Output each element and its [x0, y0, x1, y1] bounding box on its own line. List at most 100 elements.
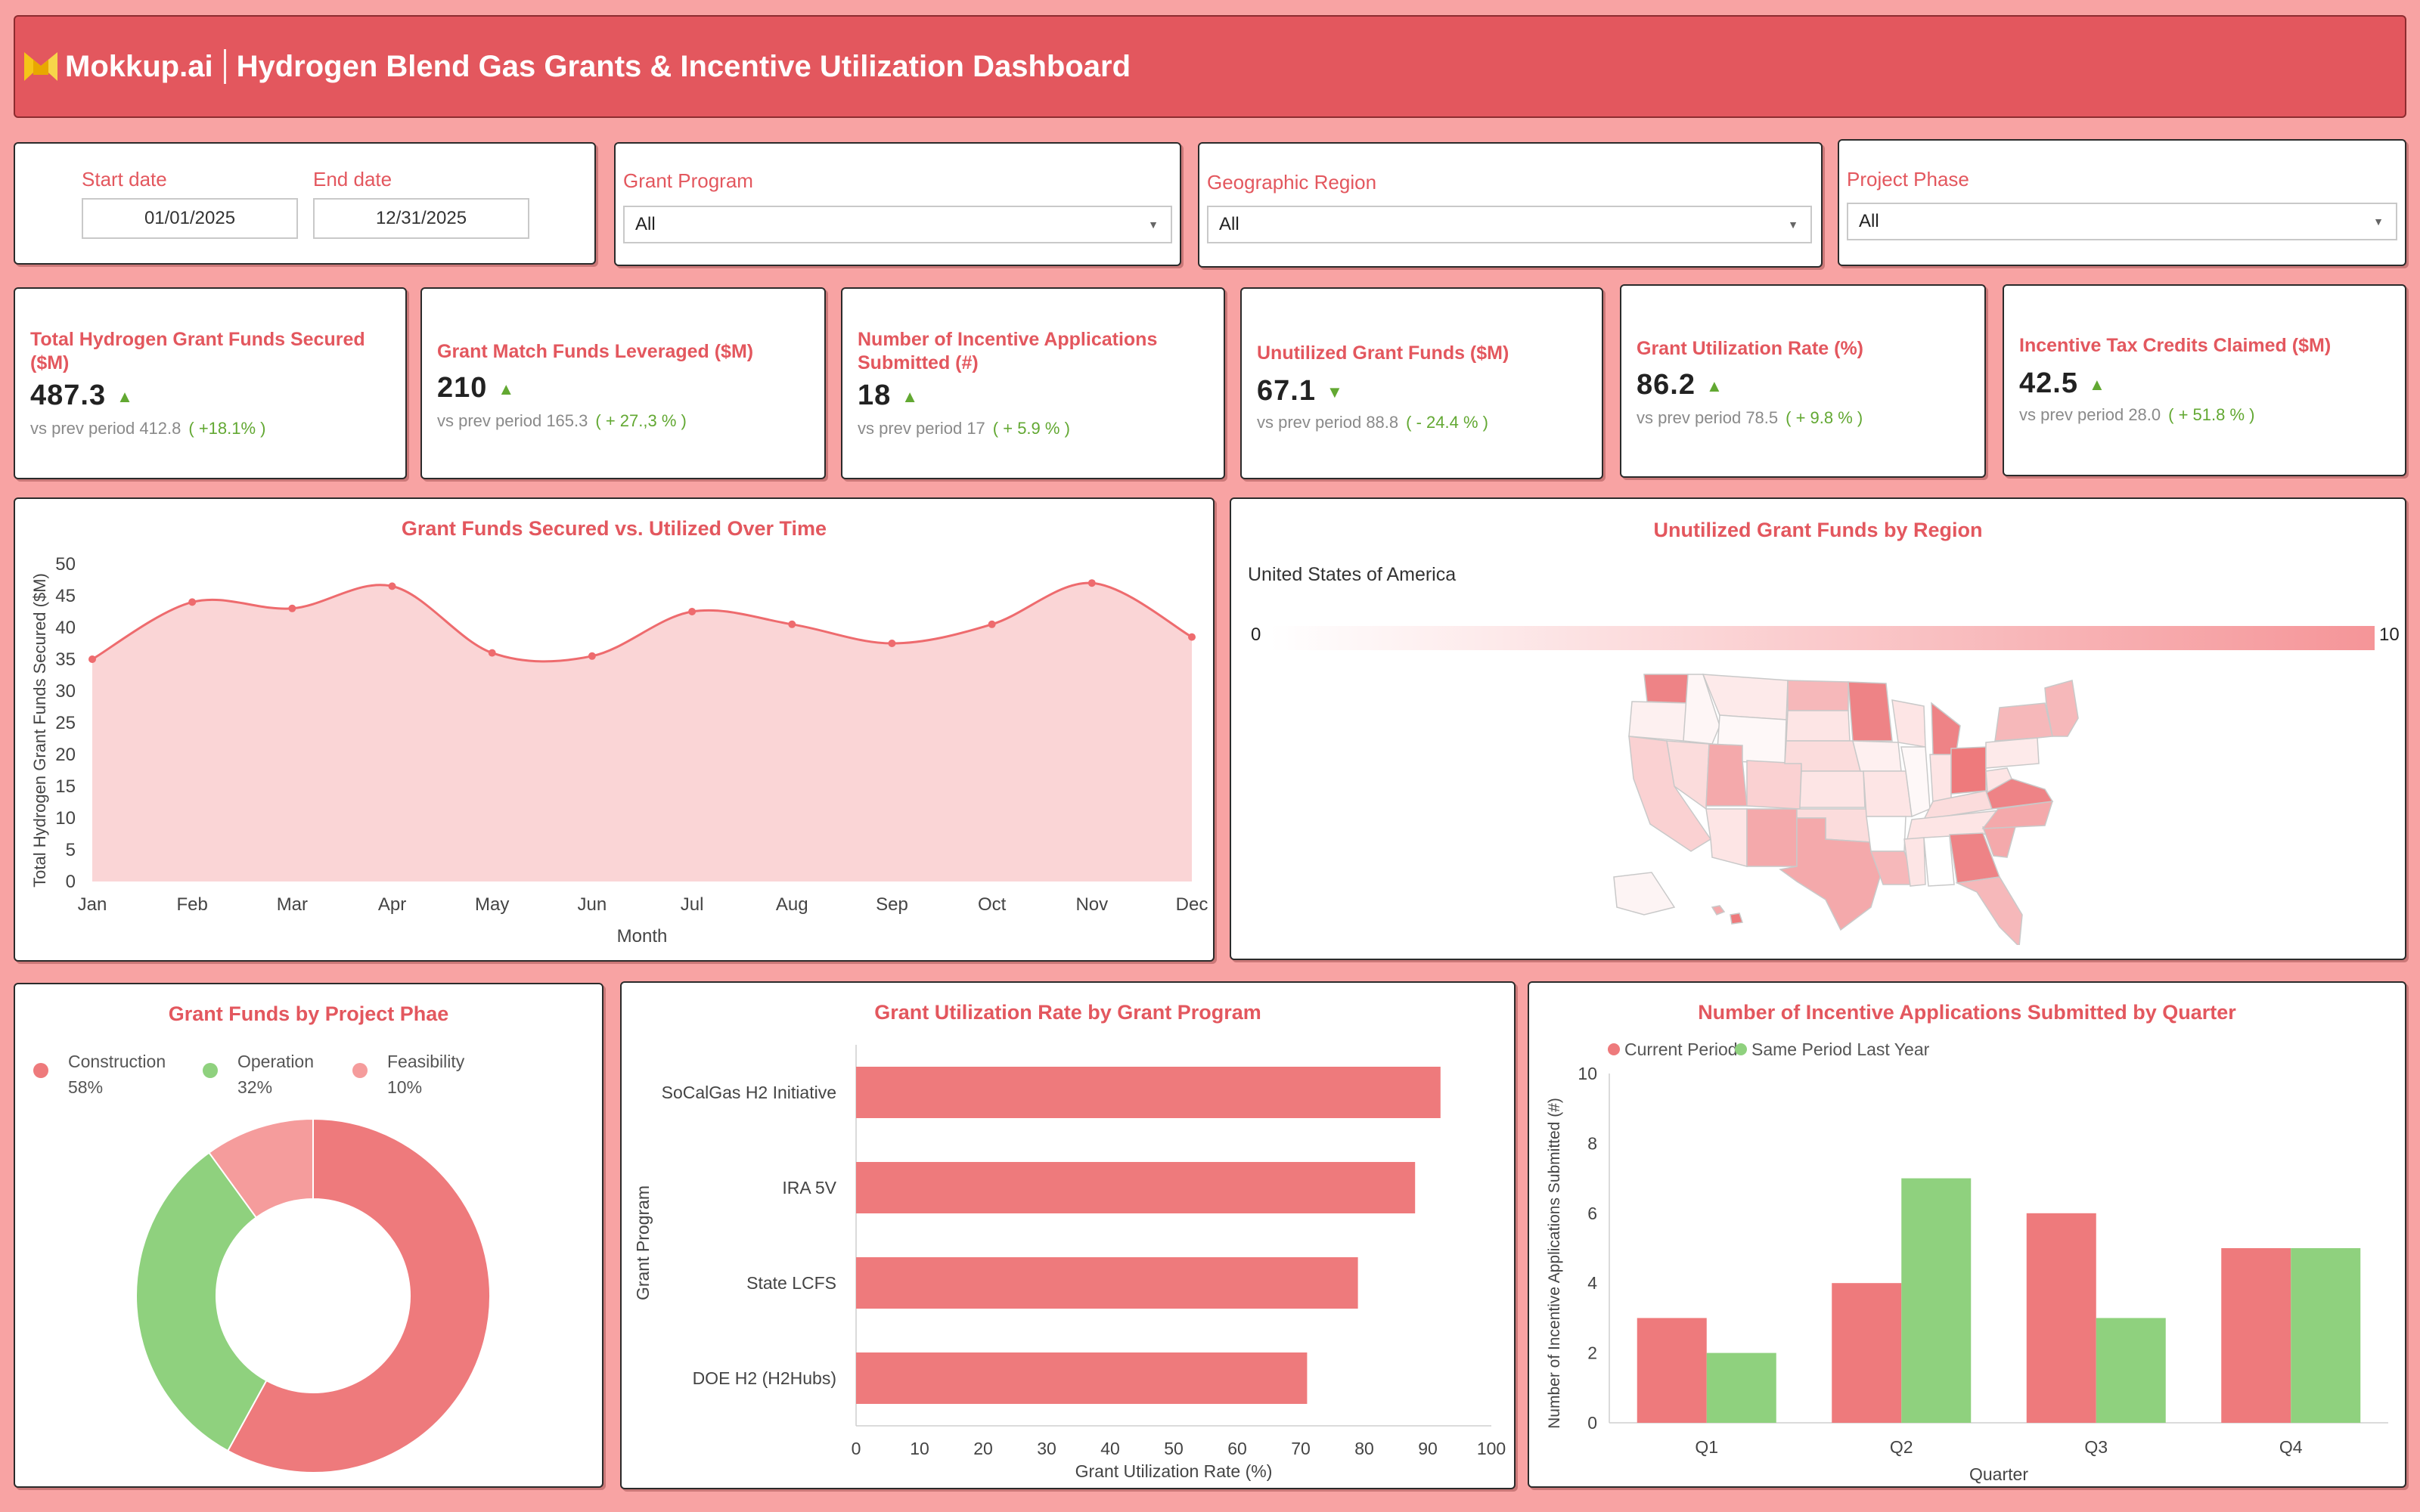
utilization-by-program-chart-card: Grant Utilization Rate by Grant Program … [620, 981, 1516, 1489]
legend-value: 32% [237, 1077, 272, 1097]
kpi-comparison: vs prev period 28.0( + 51.8 % ) [2019, 405, 2255, 424]
kpi-title: Grant Utilization Rate (%) [1637, 338, 1864, 359]
legend-label: Construction [68, 1052, 166, 1071]
region-minnesota [1848, 681, 1893, 742]
x-axis-label: Month [617, 926, 668, 947]
region-south-dakota [1786, 710, 1851, 742]
project-phase-chart-card: Grant Funds by Project Phae Construction… [14, 983, 603, 1488]
kpi-title: Incentive Tax Credits Claimed ($M) [2019, 335, 2332, 356]
chart-title: Number of Incentive Applications Submitt… [1698, 1001, 2236, 1024]
donut-slice [226, 1117, 491, 1473]
legend-swatch [1735, 1043, 1747, 1055]
start-date-input[interactable]: 01/01/2025 [82, 198, 298, 239]
region-ohio [1950, 746, 1987, 795]
data-point [388, 582, 396, 590]
legend-swatch [1608, 1043, 1620, 1055]
y-tick-label: 5 [66, 840, 76, 860]
x-tick-label: Dec [1176, 894, 1208, 915]
kpi-value: 86.2 ▲ [1637, 369, 1723, 401]
kpi-value: 210 ▲ [437, 372, 516, 404]
bar [856, 1352, 1308, 1404]
kpi-comparison: vs prev period 412.8( +18.1% ) [30, 419, 266, 438]
kpi-card-utilization-rate: Grant Utilization Rate (%) 86.2 ▲ vs prev… [1620, 284, 1986, 478]
data-point [1188, 633, 1196, 641]
bar [856, 1162, 1416, 1213]
region-alabama [1923, 835, 1955, 887]
bar [2221, 1248, 2291, 1423]
region-north-dakota [1787, 680, 1849, 711]
x-tick-label: Jan [78, 894, 107, 915]
grant-program-filter-card: Grant Program All ▼ [614, 142, 1181, 266]
data-point [88, 655, 96, 663]
map-scale-min: 0 [1251, 624, 1261, 645]
region-new-york [1994, 702, 2053, 742]
bar [856, 1257, 1358, 1309]
x-tick-label: Jul [681, 894, 704, 915]
kpi-title: Number of Incentive Applications Submitt… [858, 329, 1158, 373]
region-pennsylvania [1985, 737, 2040, 769]
logo-text: Mokkup.ai [65, 49, 213, 83]
y-tick-label: 15 [55, 776, 76, 797]
region-kansas [1799, 770, 1866, 808]
kpi-card-grant-funds-secured: Total Hydrogen Grant Funds Secured ($M) … [14, 287, 407, 479]
y-tick-label: 4 [1587, 1273, 1597, 1293]
x-tick-label: Aug [776, 894, 808, 915]
kpi-card-tax-credits: Incentive Tax Credits Claimed ($M) 42.5 ▲… [2003, 284, 2406, 476]
trend-up-icon: ▲ [116, 386, 134, 406]
y-tick-label: 30 [55, 681, 76, 702]
mokkup-logo-icon [24, 52, 57, 81]
x-tick-label: 90 [1418, 1439, 1438, 1458]
chart-title: Grant Funds by Project Phae [168, 1002, 449, 1025]
x-tick-label: 0 [852, 1439, 861, 1458]
y-tick-label: 2 [1587, 1343, 1597, 1363]
chevron-down-icon: ▼ [2373, 215, 2384, 228]
region-mississippi [1903, 837, 1926, 887]
data-point [588, 652, 596, 660]
y-tick-label: 10 [55, 808, 76, 829]
kpi-card-match-funds: Grant Match Funds Leveraged ($M) 210 ▲ vs… [420, 287, 826, 479]
x-tick-label: Apr [378, 894, 406, 915]
area-chart: 0 5 10 15 20 25 30 35 40 45 50 Jan Feb Mar Apr May Jun Ju… [30, 554, 1208, 947]
legend-label: Same Period Last Year [1751, 1040, 1930, 1059]
y-tick-label: 40 [55, 618, 76, 638]
kpi-card-unutilized-funds: Unutilized Grant Funds ($M) 67.1 ▼ vs pre… [1240, 287, 1603, 479]
phase-select[interactable]: All ▼ [1847, 203, 2397, 240]
y-tick-label: 45 [55, 586, 76, 606]
legend-swatch [352, 1063, 368, 1078]
x-tick-label: Oct [978, 894, 1007, 915]
region-select[interactable]: All ▼ [1207, 206, 1812, 243]
y-tick-label: 10 [1578, 1064, 1597, 1083]
region-florida [1955, 876, 2023, 945]
chart-title: Grant Funds Secured vs. Utilized Over Ti… [401, 517, 827, 540]
map-country-label: United States of America [1248, 564, 1457, 585]
grant-program-value: All [635, 214, 656, 234]
chart-title: Grant Utilization Rate by Grant Program [874, 1001, 1261, 1024]
x-tick-label: Q2 [1890, 1437, 1913, 1457]
map-title: Unutilized Grant Funds by Region [1653, 519, 1983, 541]
bar [2096, 1318, 2166, 1423]
x-tick-label: 20 [973, 1439, 993, 1458]
y-axis-label: Grant Program [633, 1185, 653, 1300]
end-date-input[interactable]: 12/31/2025 [313, 198, 529, 239]
y-tick-label: IRA 5V [782, 1178, 836, 1198]
y-axis-label: Total Hydrogen Grant Funds Secured ($M) [30, 573, 49, 888]
data-point [888, 640, 896, 647]
bar [1637, 1318, 1707, 1423]
legend-label: Operation [237, 1052, 314, 1071]
x-tick-label: Q3 [2084, 1437, 2108, 1457]
end-date-label: End date [313, 168, 392, 191]
region-oregon [1628, 701, 1689, 742]
x-tick-label: 60 [1227, 1439, 1247, 1458]
trend-up-icon: ▲ [498, 379, 516, 398]
region-wisconsin [1891, 699, 1926, 748]
kpi-value: 18 ▲ [858, 380, 920, 411]
x-tick-label: Feb [177, 894, 208, 915]
us-choropleth-map[interactable] [1599, 658, 2098, 945]
series-line [92, 581, 1193, 663]
donut-chart: Construction 58% Operation 32% Feasibility 10… [33, 1052, 491, 1473]
y-tick-label: 35 [55, 649, 76, 670]
grant-program-select[interactable]: All ▼ [623, 206, 1172, 243]
y-tick-label: 8 [1587, 1133, 1597, 1153]
bar [1901, 1178, 1972, 1423]
data-point [288, 604, 296, 612]
